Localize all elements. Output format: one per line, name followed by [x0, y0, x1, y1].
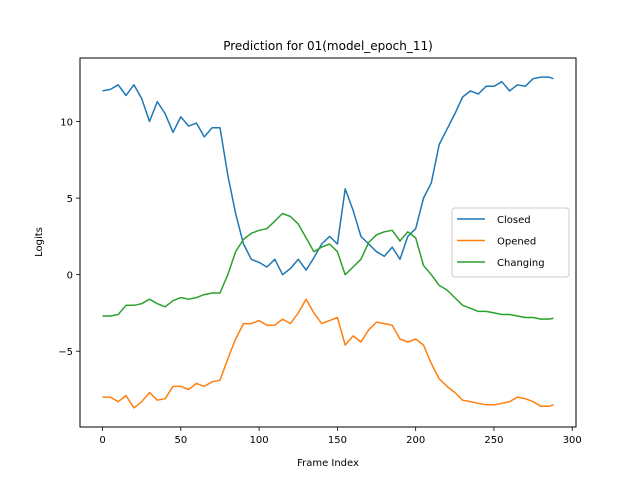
- series-line-changing: [102, 212, 554, 320]
- x-tick-label: 150: [328, 435, 347, 446]
- legend-box: [451, 207, 570, 278]
- legend-label-opened: Opened: [497, 237, 536, 248]
- plot-area-frame: [79, 57, 577, 428]
- legend: Closed Opened Changing: [451, 207, 570, 278]
- x-axis: 0 50 100 150 200 250 300: [99, 427, 582, 446]
- chart-title: Prediction for 01(model_epoch_11): [223, 39, 433, 53]
- y-tick-label: 0: [67, 271, 73, 282]
- legend-label-closed: Closed: [497, 215, 531, 226]
- x-tick-label: 200: [406, 435, 425, 446]
- x-tick-label: 300: [563, 435, 582, 446]
- y-axis: −5 0 5 10: [58, 118, 80, 358]
- y-axis-title: Logits: [34, 227, 45, 257]
- x-tick-label: 0: [99, 435, 105, 446]
- y-tick-label: 10: [60, 118, 73, 129]
- x-tick-label: 50: [174, 435, 187, 446]
- x-tick-label: 250: [484, 435, 503, 446]
- y-tick-label: −5: [58, 347, 73, 358]
- series-line-closed: [102, 76, 554, 276]
- legend-label-changing: Changing: [497, 258, 545, 269]
- x-tick-label: 100: [250, 435, 269, 446]
- y-tick-label: 5: [67, 194, 73, 205]
- series-line-opened: [102, 298, 554, 409]
- series-layer: [102, 76, 554, 409]
- x-axis-title: Frame Index: [297, 458, 359, 469]
